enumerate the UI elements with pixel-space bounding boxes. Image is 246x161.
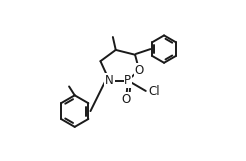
Text: P: P (124, 74, 131, 87)
Text: O: O (122, 93, 131, 105)
Text: O: O (135, 64, 144, 76)
Text: N: N (105, 74, 114, 87)
Text: Cl: Cl (148, 85, 160, 98)
